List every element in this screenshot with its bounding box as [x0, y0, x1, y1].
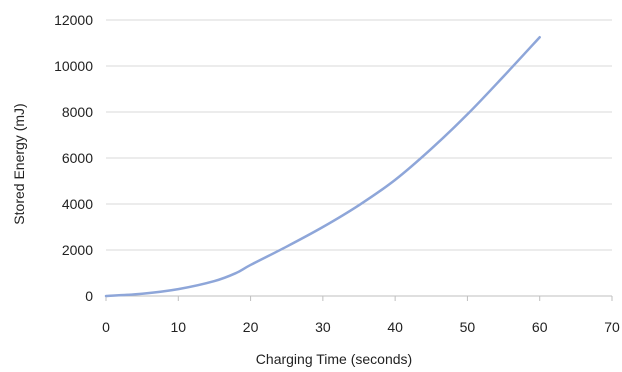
y-tick-label: 10000 — [54, 58, 93, 74]
y-tick-label: 0 — [85, 288, 93, 304]
y-tick-label: 2000 — [62, 242, 93, 258]
x-tick-label: 0 — [102, 319, 110, 335]
x-tick-label: 30 — [315, 319, 331, 335]
x-tick-label: 50 — [460, 319, 476, 335]
y-axis-title: Stored Energy (mJ) — [11, 103, 27, 224]
y-tick-label: 4000 — [62, 196, 93, 212]
y-tick-label: 8000 — [62, 104, 93, 120]
x-axis-title: Charging Time (seconds) — [256, 351, 412, 367]
x-tick-label: 20 — [243, 319, 259, 335]
tick-labels: 0 2000 4000 6000 8000 10000 12000 0 10 20 30 40 50 60… — [54, 12, 620, 335]
x-tick-label: 10 — [170, 319, 186, 335]
x-tick-label: 60 — [532, 319, 548, 335]
axes — [105, 295, 613, 301]
x-tick-label: 70 — [604, 319, 620, 335]
series-lines — [104, 36, 541, 298]
series-line-0 — [104, 36, 541, 298]
y-tick-label: 6000 — [62, 150, 93, 166]
grid-lines — [106, 19, 612, 251]
x-tick-label: 40 — [387, 319, 403, 335]
y-tick-label: 12000 — [54, 12, 93, 28]
